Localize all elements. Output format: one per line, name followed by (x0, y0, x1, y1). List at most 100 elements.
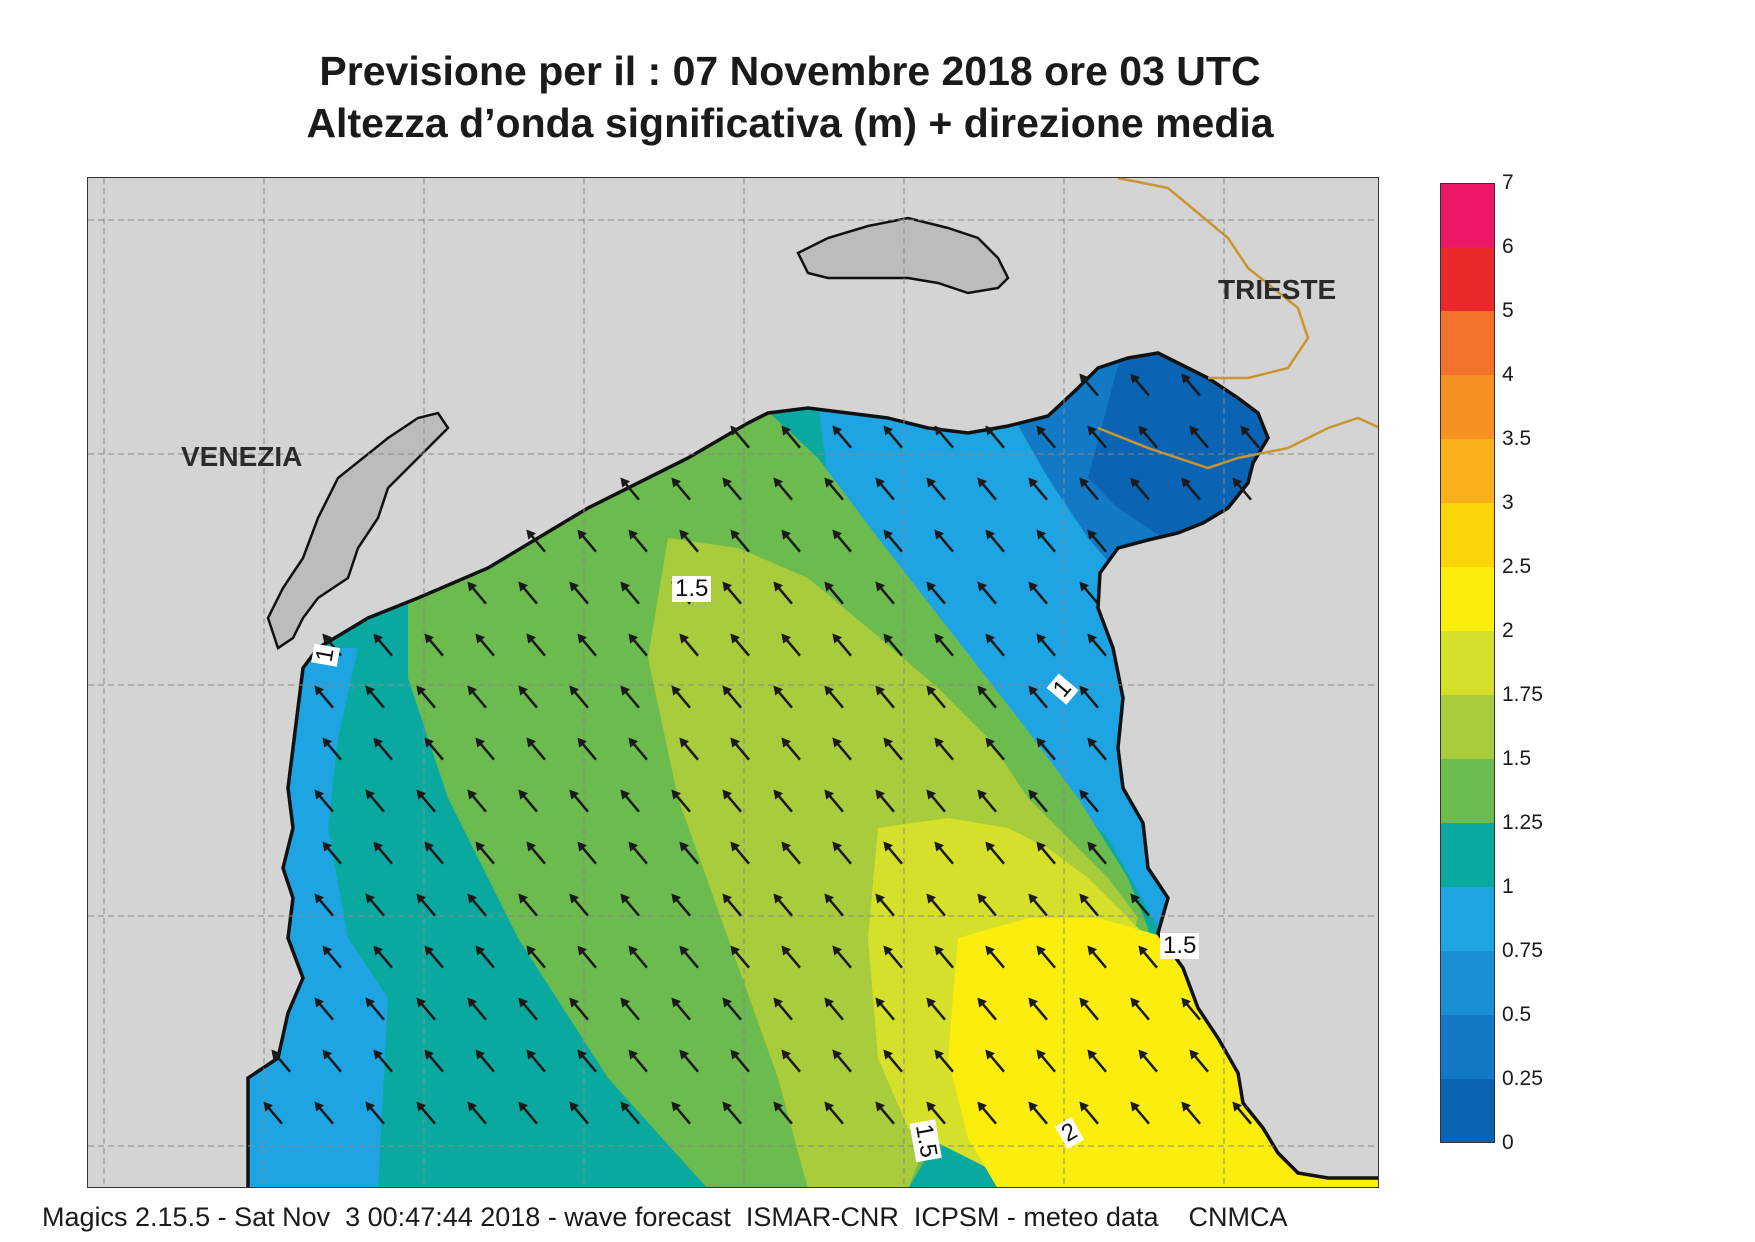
wave-direction-arrow (832, 841, 852, 865)
wave-direction-arrow (620, 789, 640, 813)
legend-level-label: 0.25 (1502, 1067, 1543, 1090)
wave-direction-arrow (1181, 477, 1201, 501)
wave-direction-arrow (773, 997, 793, 1021)
wave-direction-arrow (628, 737, 648, 761)
wave-direction-arrow (934, 841, 954, 865)
wave-direction-arrow (722, 581, 742, 605)
coastline (246, 351, 1378, 1187)
wave-direction-arrow (832, 529, 852, 553)
wave-direction-arrow (977, 997, 997, 1021)
wave-direction-arrow (518, 893, 538, 917)
wave-direction-arrow (1079, 685, 1099, 709)
wave-direction-arrow (416, 789, 436, 813)
legend-color-box (1440, 887, 1495, 951)
wave-direction-arrow (1036, 529, 1056, 553)
wave-direction-arrow (1232, 477, 1252, 501)
legend-level-label: 0.5 (1502, 1003, 1532, 1026)
wave-direction-arrow (424, 1049, 444, 1073)
wave-direction-arrow (934, 945, 954, 969)
wave-direction-arrow (781, 841, 801, 865)
wave-direction-arrow (1240, 425, 1260, 449)
wave-direction-arrow (730, 633, 750, 657)
wave-direction-arrow (679, 529, 699, 553)
wave-direction-arrow (671, 893, 691, 917)
wave-direction-arrow (883, 945, 903, 969)
wave-direction-arrow (926, 477, 946, 501)
wave-direction-arrow (416, 893, 436, 917)
footer-credits: Magics 2.15.5 - Sat Nov 3 00:47:44 2018 … (42, 1202, 1288, 1232)
wave-direction-arrow (322, 1049, 342, 1073)
wave-direction-arrow (416, 1101, 436, 1125)
wave-direction-arrow (271, 1049, 291, 1073)
wave-direction-arrow (314, 1101, 334, 1125)
wave-direction-arrow (875, 685, 895, 709)
wave-direction-arrow (1087, 529, 1107, 553)
wave-direction-arrow (365, 685, 385, 709)
wave-direction-arrow (1181, 373, 1201, 397)
wave-direction-arrow (985, 529, 1005, 553)
lagoon-islands (266, 411, 450, 650)
wave-direction-arrow (977, 477, 997, 501)
wave-direction-arrow (628, 1049, 648, 1073)
wave-direction-arrow (824, 893, 844, 917)
wave-direction-arrow (679, 737, 699, 761)
grid-lines (88, 178, 1378, 1187)
wave-direction-arrow (1181, 997, 1201, 1021)
legend-color-box (1440, 503, 1495, 567)
legend-color-box (1440, 567, 1495, 631)
wave-direction-arrow (1028, 997, 1048, 1021)
wave-direction-arrow (1189, 1049, 1209, 1073)
wave-direction-arrow (934, 633, 954, 657)
wave-direction-arrow (985, 633, 1005, 657)
legend-level-label: 2.5 (1502, 555, 1532, 578)
wave-direction-arrow (475, 841, 495, 865)
wave-direction-arrow (1079, 477, 1099, 501)
wave-direction-arrow (730, 841, 750, 865)
wave-direction-arrow (620, 581, 640, 605)
wave-direction-arrow (781, 737, 801, 761)
wave-direction-arrow (365, 997, 385, 1021)
wave-direction-arrow (1130, 1101, 1150, 1125)
wave-direction-arrow (628, 841, 648, 865)
wave-direction-arrow (722, 685, 742, 709)
legend-level-label: 0 (1502, 1131, 1514, 1154)
legend-frame (1440, 183, 1495, 1143)
wave-direction-arrow (977, 893, 997, 917)
wave-direction-arrow (577, 1049, 597, 1073)
wave-direction-arrow (1036, 1049, 1056, 1073)
wave-direction-arrow (628, 945, 648, 969)
contour-label: 1.5 (672, 576, 712, 602)
wave-direction-arrow (934, 529, 954, 553)
wave-direction-arrow (985, 841, 1005, 865)
wave-direction-arrow (977, 581, 997, 605)
wave-direction-arrow (977, 1101, 997, 1125)
legend-level-label: 1.5 (1502, 747, 1532, 770)
forecast-title: Previsione per il : 07 Novembre 2018 ore… (319, 48, 1261, 94)
wave-direction-arrow (722, 997, 742, 1021)
wave-direction-arrow (373, 633, 393, 657)
wave-direction-arrow (365, 893, 385, 917)
wave-direction-arrow (518, 685, 538, 709)
wave-direction-arrow (620, 893, 640, 917)
wave-direction-arrow (679, 841, 699, 865)
wave-direction-arrow (526, 841, 546, 865)
wave-direction-arrow (365, 789, 385, 813)
wave-direction-arrow (985, 737, 1005, 761)
wave-direction-arrow (526, 737, 546, 761)
wave-direction-arrow (883, 1049, 903, 1073)
wave-direction-arrow (628, 529, 648, 553)
wave-direction-arrow (934, 737, 954, 761)
wave-direction-arrow (875, 893, 895, 917)
wave-direction-arrow (730, 945, 750, 969)
wave-direction-arrow (373, 841, 393, 865)
wave-direction-arrow (722, 1101, 742, 1125)
legend-level-label: 6 (1502, 235, 1514, 258)
wave-direction-arrow (671, 789, 691, 813)
wave-direction-arrow (1079, 997, 1099, 1021)
wave-direction-arrow (1189, 425, 1209, 449)
legend-color-box (1440, 375, 1495, 439)
wave-direction-arrow (577, 945, 597, 969)
wave-direction-arrow (526, 1049, 546, 1073)
wave-direction-arrow (985, 945, 1005, 969)
wave-direction-arrow (875, 997, 895, 1021)
